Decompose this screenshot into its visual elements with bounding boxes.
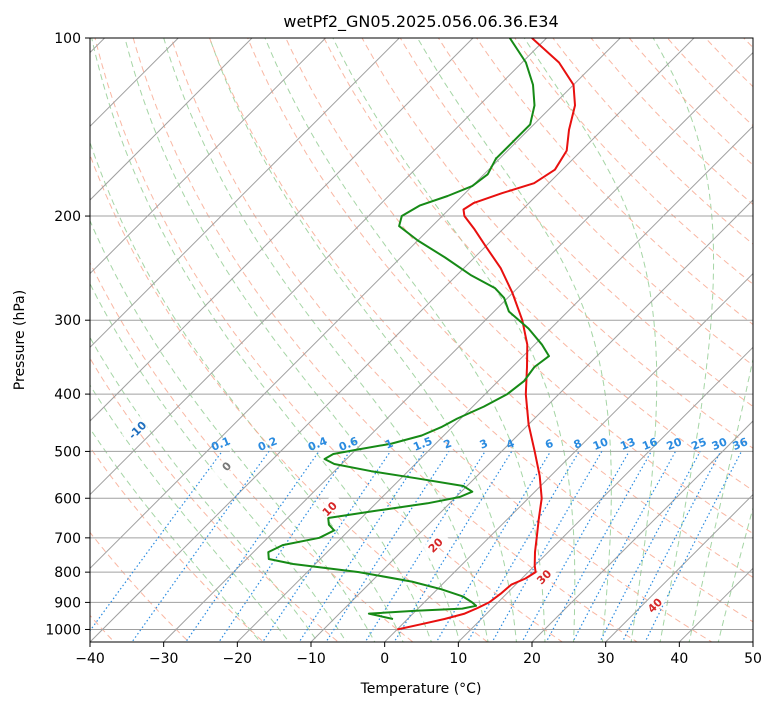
isotherm-line: [90, 38, 327, 275]
y-tick-label: 800: [54, 565, 81, 581]
mixing-ratio-label: 8: [572, 437, 584, 452]
adiabat-label-bg: [210, 450, 240, 480]
mixing-ratio-label: 16: [640, 435, 659, 453]
mixing-ratio-label: 25: [689, 435, 708, 453]
y-axis-label: Pressure (hPa): [12, 290, 28, 390]
isotherm-line: [310, 199, 753, 642]
mixing-ratio-label: 2: [442, 437, 454, 452]
isotherm-line: [90, 38, 474, 422]
y-tick-label: 600: [54, 491, 81, 507]
moist-adiabat-line: [90, 282, 347, 642]
y-tick-label: 200: [54, 209, 81, 225]
x-tick-label: −40: [75, 651, 105, 667]
isotherm-line: [90, 38, 622, 570]
x-tick-label: −10: [296, 651, 326, 667]
dry-adiabat-line: [475, 38, 753, 326]
dry-adiabat-line: [94, 38, 564, 642]
dry-adiabat-line: [247, 38, 753, 578]
dry-adiabat-line: [90, 357, 340, 642]
y-tick-label: 900: [54, 595, 81, 611]
isotherm-line: [236, 125, 753, 642]
dry-adiabat-line: [514, 38, 753, 285]
adiabat-label-bg: [528, 561, 558, 591]
dry-adiabat-line: [285, 38, 753, 535]
dry-adiabat-line: [90, 261, 414, 642]
isotherm-line: [90, 38, 253, 201]
mixing-ratio-line: [364, 451, 486, 642]
isotherm-line: [90, 38, 401, 349]
moist-adiabat-line: [91, 38, 432, 642]
dry-adiabats: [90, 38, 753, 642]
mixing-ratio-label: 20: [665, 435, 684, 453]
mixing-ratio-line: [262, 451, 391, 642]
mixing-ratio-label: 13: [618, 435, 637, 453]
mixing-ratio-line: [218, 451, 351, 642]
y-tick-label: 500: [54, 444, 81, 460]
isotherm-line: [457, 346, 753, 642]
mixing-ratio-line: [466, 451, 580, 642]
isotherm-line: [162, 51, 753, 642]
mixing-ratio-label: 30: [710, 435, 729, 453]
chart-title: wetPf2_GN05.2025.056.06.36.E34: [283, 12, 558, 32]
x-tick-label: 0: [380, 651, 389, 667]
mixing-ratio-label: 1: [383, 437, 395, 452]
mixing-ratio-line: [572, 451, 677, 642]
x-tick-label: 30: [597, 651, 615, 667]
x-tick-label: −30: [149, 651, 179, 667]
adiabat-label-bg: [419, 529, 449, 559]
adiabat-label-bg: [313, 493, 343, 523]
adiabat-label-bg: [121, 414, 151, 444]
pressure-gridlines: [90, 38, 753, 630]
isotherm-line: [90, 38, 548, 496]
mixing-ratio-label: 36: [731, 435, 750, 453]
sounding-series: [267, 38, 576, 631]
mixing-ratio-line: [521, 451, 630, 642]
y-tick-label: 100: [54, 31, 81, 47]
dewpoint-line: [267, 38, 550, 620]
dry-adiabat-line: [132, 38, 638, 642]
dry-adiabat-line: [361, 38, 753, 449]
mixing-ratio-line: [298, 451, 425, 642]
x-tick-label: −20: [223, 651, 253, 667]
mixing-ratio-label: 10: [591, 435, 610, 453]
x-axis-label: Temperature (°C): [360, 681, 482, 697]
x-tick-label: 50: [744, 651, 762, 667]
moist-adiabat-line: [717, 506, 753, 642]
y-tick-label: 700: [54, 531, 81, 547]
moist-adiabat-line: [652, 38, 715, 642]
isotherm-line: [531, 420, 753, 642]
adiabat-label-bg: [639, 589, 669, 619]
moist-adiabat-line: [264, 38, 546, 642]
x-tick-label: 20: [523, 651, 541, 667]
mixing-ratio-line: [325, 451, 450, 642]
y-tick-label: 300: [54, 313, 81, 329]
isotherm-line: [90, 38, 695, 642]
isotherm-line: [604, 493, 753, 642]
temperature-line: [396, 38, 576, 631]
y-axis-ticks: 100 200 300 400 500 600 700 800 900 1000: [45, 31, 90, 638]
mixing-ratio-line: [131, 451, 270, 642]
mixing-ratio-line: [545, 451, 652, 642]
plot-area: 0.1 0.2 0.4 0.6 1 1.5 2 3 4 6 8 10 13 16 20 25 30 3601020…: [90, 38, 753, 642]
mixing-ratio-line: [435, 451, 552, 642]
mixing-ratio-lines: [90, 451, 743, 642]
y-tick-label: 400: [54, 387, 81, 403]
isotherm-line: [383, 272, 753, 642]
y-tick-label: 1000: [45, 622, 81, 638]
x-tick-label: 10: [449, 651, 467, 667]
isotherms: [90, 38, 753, 642]
x-axis-ticks: −40 −30 −20 −10 0 10 20 30 40 50: [75, 642, 762, 667]
plot-frame: [89, 37, 754, 643]
moist-adiabat-line: [416, 38, 612, 642]
mixing-ratio-line: [90, 451, 223, 632]
mixing-ratio-label: 3: [478, 437, 490, 452]
dry-adiabat-line: [90, 531, 190, 642]
x-tick-label: 40: [670, 651, 688, 667]
dry-adiabat-line: [208, 38, 753, 623]
